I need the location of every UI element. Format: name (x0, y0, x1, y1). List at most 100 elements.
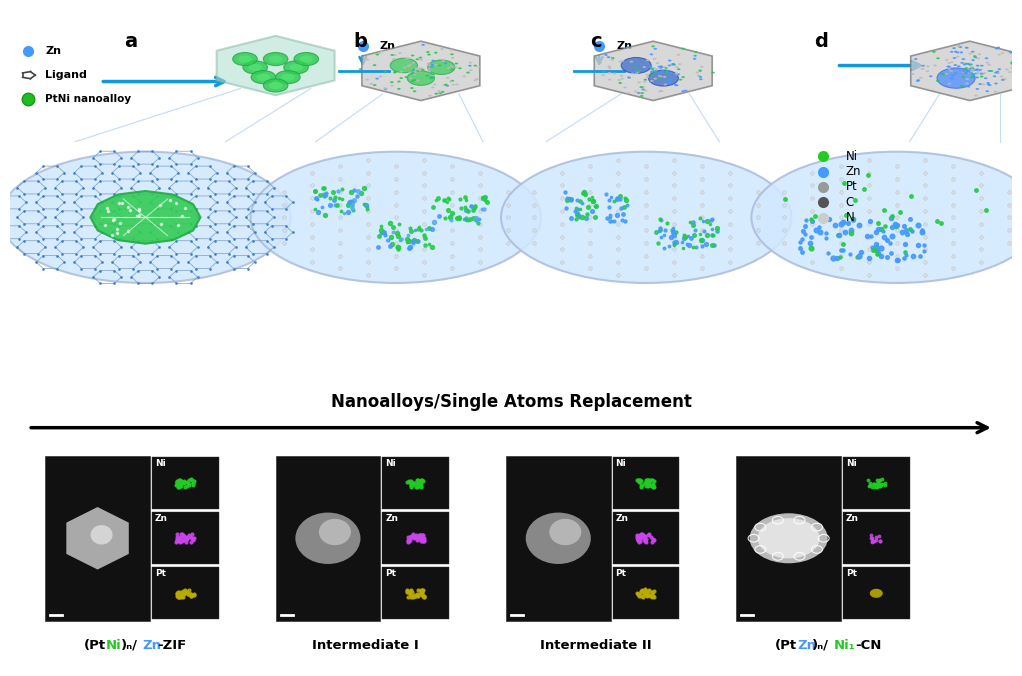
Circle shape (373, 84, 376, 86)
Circle shape (914, 58, 918, 60)
Circle shape (668, 78, 672, 80)
Circle shape (1014, 76, 1017, 78)
Ellipse shape (749, 513, 828, 563)
Circle shape (611, 57, 614, 59)
Circle shape (942, 73, 945, 75)
Circle shape (673, 84, 678, 86)
Circle shape (970, 69, 974, 70)
Circle shape (440, 91, 445, 93)
Circle shape (419, 70, 422, 72)
Circle shape (437, 64, 442, 66)
Circle shape (608, 78, 611, 80)
Circle shape (413, 91, 416, 92)
Circle shape (412, 69, 416, 70)
Text: Pt: Pt (845, 180, 857, 193)
Circle shape (972, 74, 975, 76)
Text: Intermediate II: Intermediate II (541, 639, 652, 652)
Circle shape (419, 68, 423, 70)
Circle shape (1008, 71, 1012, 73)
Circle shape (276, 70, 300, 84)
Circle shape (407, 57, 411, 59)
Text: -CN: -CN (855, 639, 882, 652)
Ellipse shape (757, 518, 820, 558)
Circle shape (971, 59, 975, 61)
Text: )ₙ/: )ₙ/ (811, 639, 829, 652)
Circle shape (430, 66, 433, 68)
Circle shape (400, 71, 403, 73)
FancyBboxPatch shape (506, 456, 610, 621)
Circle shape (693, 58, 697, 59)
Circle shape (427, 68, 431, 70)
Circle shape (651, 45, 655, 47)
Circle shape (608, 67, 611, 69)
Circle shape (682, 47, 685, 49)
Circle shape (661, 70, 664, 72)
Circle shape (964, 63, 968, 65)
Circle shape (281, 74, 294, 80)
Circle shape (699, 69, 702, 71)
Circle shape (604, 54, 608, 56)
Circle shape (954, 64, 957, 66)
Circle shape (711, 72, 714, 74)
Circle shape (660, 90, 663, 92)
FancyBboxPatch shape (843, 567, 910, 619)
Ellipse shape (250, 151, 541, 283)
Circle shape (976, 72, 980, 74)
Circle shape (641, 87, 644, 88)
Circle shape (452, 84, 455, 86)
Circle shape (698, 70, 702, 72)
Text: Zn: Zn (143, 639, 161, 652)
Circle shape (383, 87, 387, 89)
Circle shape (398, 80, 401, 82)
Circle shape (996, 47, 1001, 49)
Circle shape (968, 53, 972, 55)
Circle shape (980, 76, 983, 78)
Circle shape (693, 55, 697, 57)
Ellipse shape (525, 512, 591, 564)
Circle shape (648, 70, 679, 86)
Circle shape (626, 76, 631, 78)
Text: Zn: Zn (385, 514, 399, 523)
Circle shape (665, 72, 668, 74)
Circle shape (699, 76, 702, 78)
Circle shape (917, 65, 921, 67)
Circle shape (438, 93, 443, 94)
Circle shape (677, 54, 681, 55)
Circle shape (950, 62, 954, 64)
Circle shape (987, 70, 991, 72)
Circle shape (966, 72, 969, 74)
Circle shape (979, 72, 983, 74)
Circle shape (667, 64, 671, 66)
Circle shape (359, 68, 363, 70)
Circle shape (434, 64, 437, 66)
Circle shape (653, 71, 657, 72)
Circle shape (450, 53, 454, 55)
Circle shape (427, 70, 431, 72)
Circle shape (678, 64, 682, 65)
Circle shape (947, 68, 951, 70)
Circle shape (415, 68, 418, 70)
Circle shape (409, 64, 412, 66)
Circle shape (675, 84, 679, 87)
Circle shape (696, 72, 699, 74)
Circle shape (430, 64, 434, 66)
Circle shape (638, 81, 641, 83)
Circle shape (986, 82, 990, 84)
Circle shape (607, 56, 610, 58)
Circle shape (468, 65, 472, 67)
Circle shape (607, 72, 611, 74)
Polygon shape (362, 41, 480, 101)
Circle shape (430, 75, 434, 76)
Circle shape (659, 66, 663, 68)
Text: Ni: Ni (155, 459, 166, 468)
Circle shape (602, 71, 606, 73)
Circle shape (967, 86, 971, 88)
Circle shape (390, 81, 393, 83)
Circle shape (264, 53, 288, 66)
Circle shape (1001, 52, 1005, 54)
Circle shape (985, 62, 989, 64)
Circle shape (456, 84, 459, 85)
Circle shape (965, 71, 969, 73)
Circle shape (400, 77, 403, 79)
Circle shape (971, 51, 975, 53)
